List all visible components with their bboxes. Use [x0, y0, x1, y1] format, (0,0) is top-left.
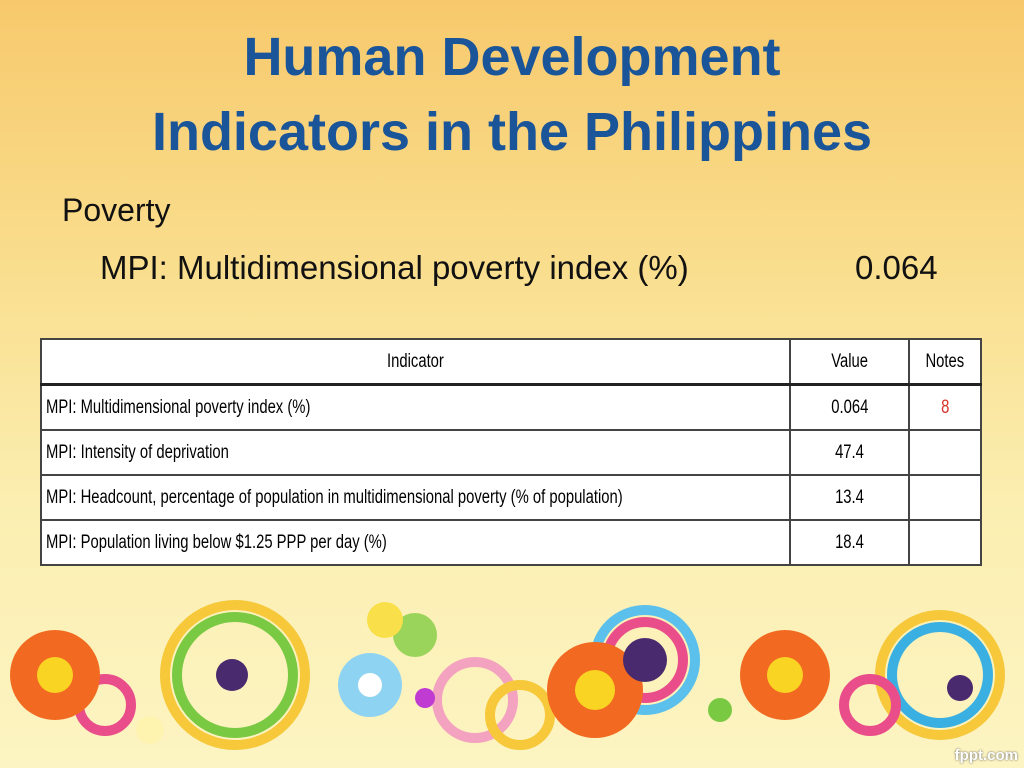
cell: 0.064 — [831, 396, 869, 418]
cell: 47.4 — [835, 441, 865, 463]
cell: 8 — [941, 396, 950, 418]
header-row: Indicator Value Notes — [39, 338, 982, 386]
indicator-table: Indicator Value Notes MPI: Multidimensio… — [39, 338, 982, 566]
row: MPI: Headcount, percentage of population… — [39, 474, 982, 521]
cell: MPI: Intensity of deprivation — [46, 441, 229, 463]
row: MPI: Population living below $1.25 PPP p… — [39, 519, 982, 566]
row: MPI: Intensity of deprivation 47.4 — [39, 429, 982, 476]
cell: MPI: Multidimensional poverty index (%) — [46, 396, 311, 418]
column-header: Indicator — [387, 350, 445, 372]
title-line: Human Development — [243, 27, 781, 87]
watermark: fppt.com — [954, 747, 1018, 764]
cell: 13.4 — [835, 486, 865, 508]
cell: MPI: Population living below $1.25 PPP p… — [46, 531, 387, 553]
cell: MPI: Headcount, percentage of population… — [46, 486, 623, 508]
item-label: MPI: Multidimensional poverty index (%) — [100, 249, 689, 286]
section-heading: Poverty — [62, 192, 171, 228]
row: MPI: Multidimensional poverty index (%) … — [39, 383, 982, 431]
cell: 18.4 — [835, 531, 865, 553]
column-header: Notes — [925, 350, 965, 372]
flower-decoration — [10, 600, 1005, 750]
title-line: Indicators in the Philippines — [151, 102, 873, 162]
item-value: 0.064 — [855, 249, 938, 286]
column-header: Value — [831, 350, 869, 372]
